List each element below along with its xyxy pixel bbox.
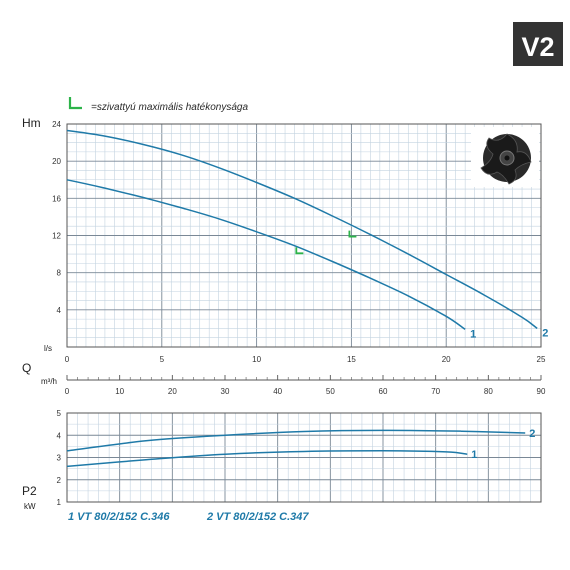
flow-m3h-tick-label: 90 — [537, 387, 546, 396]
y-tick-label: 12 — [52, 232, 61, 241]
head-chart-grid — [66, 123, 542, 348]
flow-m3h-tick-label: 0 — [65, 387, 70, 396]
power-y-tick-label: 4 — [57, 431, 62, 440]
flow-m3h-tick-label: 70 — [431, 387, 440, 396]
flow-m3h-tick-label: 20 — [168, 387, 177, 396]
x-tick-label: 0 — [65, 355, 70, 364]
flow-m3h-tick-label: 60 — [379, 387, 388, 396]
y-tick-label: 4 — [57, 306, 62, 315]
flow-m3h-tick-label: 50 — [326, 387, 335, 396]
power-curves: 12 — [66, 428, 535, 468]
head-curve-label-1: 1 — [470, 328, 476, 340]
power-curve-label-1: 1 — [471, 449, 477, 461]
power-y-tick-label: 2 — [57, 476, 62, 485]
y-tick-label: 24 — [52, 120, 61, 129]
flow-m3h-tick-label: 30 — [221, 387, 230, 396]
version-badge: V2 — [513, 22, 563, 66]
power-y-tick-label: 1 — [57, 498, 62, 507]
power-chart-ticks: 1 2 3 4 5 — [57, 409, 62, 507]
y-tick-label: 16 — [52, 194, 61, 203]
y-tick-label: 8 — [57, 269, 62, 278]
impeller-shaft — [504, 155, 510, 161]
power-curve-label-2: 2 — [529, 428, 535, 440]
power-curve-2 — [66, 429, 526, 452]
flow-m3h-tick-label: 40 — [273, 387, 282, 396]
efficiency-legend-text: =szivattyú maximális hatékonysága — [91, 102, 248, 113]
power-chart-frame — [66, 412, 542, 503]
efficiency-marker-2 — [348, 230, 357, 238]
power-unit-label: kW — [24, 502, 36, 511]
x-tick-label: 5 — [160, 355, 165, 364]
power-chart-grid — [66, 412, 542, 503]
version-badge-text: V2 — [521, 32, 554, 62]
head-curve-label-2: 2 — [542, 327, 548, 339]
version-badge-bg — [513, 22, 563, 66]
x-tick-label: 10 — [252, 355, 261, 364]
pump-impeller-icon — [471, 127, 539, 187]
head-curve-1 — [66, 179, 466, 330]
model-label-1: 1 VT 80/2/152 C.346 — [68, 511, 170, 523]
power-axis-label: P2 — [22, 484, 37, 498]
power-y-tick-label: 5 — [57, 409, 62, 418]
x-tick-label: 20 — [442, 355, 451, 364]
head-chart-frame — [66, 123, 542, 348]
x-tick-label: 25 — [537, 355, 546, 364]
head-axis-label: Hm — [22, 116, 41, 130]
efficiency-marker-icon — [68, 97, 82, 110]
efficiency-points — [295, 230, 357, 255]
flow-axis-label: Q — [22, 361, 31, 375]
flow-m3h-tick-label: 10 — [115, 387, 124, 396]
flow-m3h-tick-label: 80 — [484, 387, 493, 396]
head-curve-2 — [66, 129, 538, 330]
flow-ls-unit-label: l/s — [44, 344, 52, 353]
efficiency-marker-1 — [295, 247, 304, 255]
y-tick-label: 20 — [52, 157, 61, 166]
efficiency-legend: =szivattyú maximális hatékonysága — [68, 97, 248, 113]
flow-m3h-unit-label: m³/h — [41, 377, 57, 386]
power-curve-1 — [66, 450, 468, 468]
power-y-tick-label: 3 — [57, 454, 62, 463]
x-tick-label: 15 — [347, 355, 356, 364]
flow-m3h-axis: 0 10 20 30 40 50 60 70 80 90 — [65, 375, 546, 396]
model-label-2: 2 VT 80/2/152 C.347 — [206, 511, 309, 523]
